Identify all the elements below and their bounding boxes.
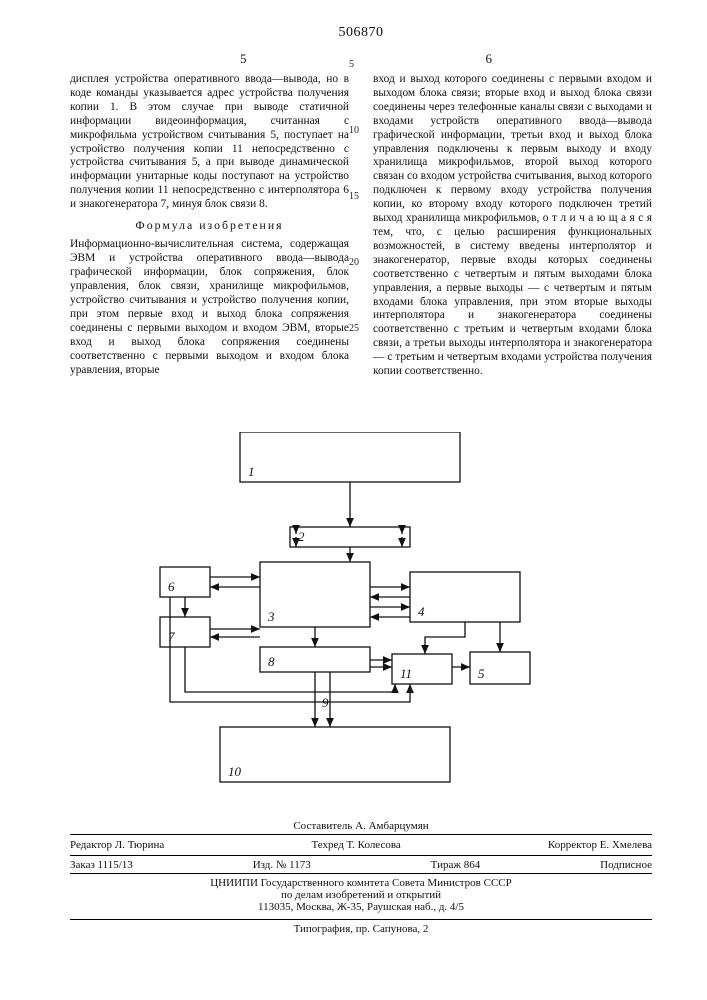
svg-text:5: 5 [478,666,485,681]
body-columns: дисплея устройства оперативного ввода—вы… [70,73,652,384]
line-numbers: 510152025 [349,60,359,390]
izd: Изд. № 1173 [253,859,311,871]
tirazh: Тираж 864 [431,859,481,871]
imprint: Составитель А. Амбарцумян Редактор Л. Тю… [70,820,652,935]
svg-text:9: 9 [322,695,329,710]
svg-text:3: 3 [267,609,275,624]
svg-text:6: 6 [168,579,175,594]
typography: Типография, пр. Сапунова, 2 [70,919,652,935]
svg-text:1: 1 [248,464,255,479]
addr: 113035, Москва, Ж-35, Раушская наб., д. … [70,901,652,913]
svg-text:8: 8 [268,654,275,669]
editor: Редактор Л. Тюрина [70,839,164,851]
svg-text:4: 4 [418,604,425,619]
para-right-1: вход и выход которого соединены с первым… [373,73,652,379]
col-right-num: 6 [486,51,493,67]
order: Заказ 1115/13 [70,859,133,871]
org1: ЦНИИПИ Государственного комнтета Совета … [70,877,652,889]
para-left-2: Информационно-вычислительная система, со… [70,238,349,377]
col-left-num: 5 [240,51,247,67]
corrector: Корректор Е. Хмелева [548,839,652,851]
svg-text:7: 7 [168,629,175,644]
formula-heading: Формула изобретения [70,218,349,232]
sub: Подписное [600,859,652,871]
svg-text:11: 11 [400,666,412,681]
patent-number: 506870 [70,25,652,41]
block-diagram: 1 2 6 3 4 7 8 11 5 10 9 [130,432,580,802]
compiler: Составитель А. Амбарцумян [70,820,652,832]
org2: по делам изобретений и открытий [70,889,652,901]
para-left-1: дисплея устройства оперативного ввода—вы… [70,73,349,212]
svg-text:2: 2 [298,529,305,544]
svg-text:10: 10 [228,764,242,779]
techred: Техред Т. Колесова [311,839,400,851]
